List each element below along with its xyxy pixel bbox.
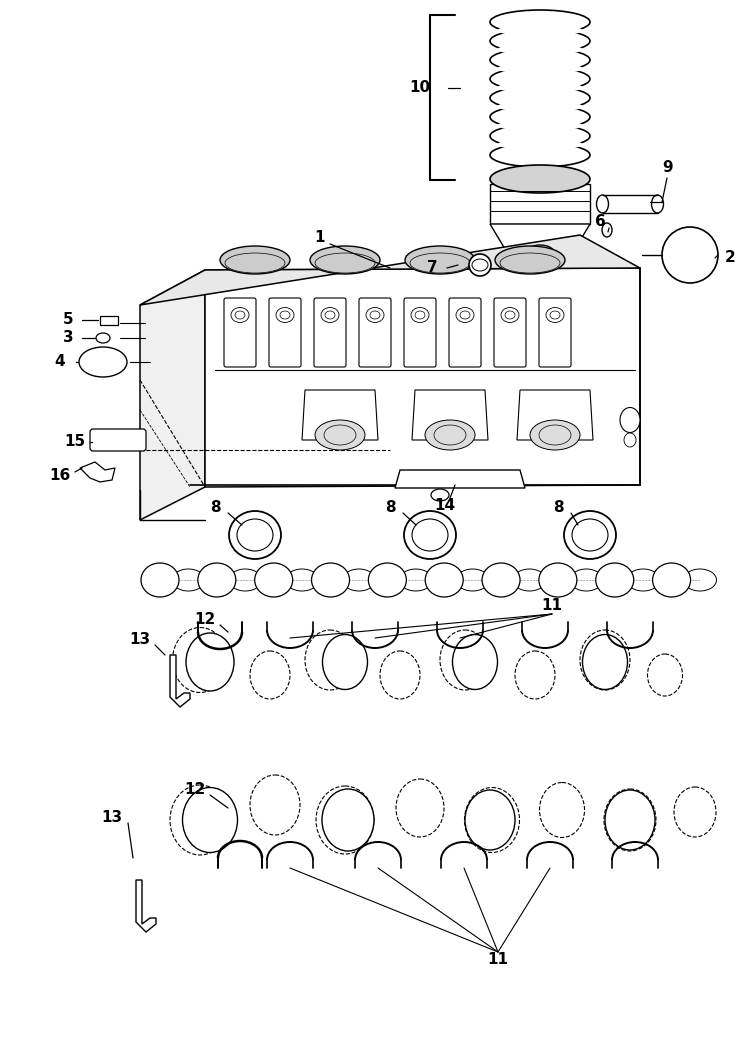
Ellipse shape	[310, 246, 380, 274]
FancyBboxPatch shape	[539, 298, 571, 368]
Ellipse shape	[497, 82, 583, 93]
Ellipse shape	[495, 246, 565, 274]
FancyBboxPatch shape	[494, 298, 526, 368]
Polygon shape	[395, 470, 525, 488]
Ellipse shape	[79, 346, 127, 377]
Ellipse shape	[624, 433, 636, 447]
Polygon shape	[136, 880, 156, 932]
Text: 1: 1	[315, 231, 326, 246]
Ellipse shape	[469, 254, 491, 276]
Text: 2: 2	[724, 251, 735, 266]
Polygon shape	[170, 655, 190, 707]
Ellipse shape	[96, 333, 110, 343]
Ellipse shape	[652, 195, 664, 213]
FancyBboxPatch shape	[90, 429, 146, 452]
FancyBboxPatch shape	[314, 298, 346, 368]
Text: 15: 15	[64, 435, 86, 449]
Ellipse shape	[497, 120, 583, 131]
Text: 5: 5	[63, 313, 74, 328]
Ellipse shape	[315, 420, 365, 450]
Ellipse shape	[452, 634, 497, 690]
Text: 10: 10	[410, 81, 430, 96]
Polygon shape	[302, 390, 378, 440]
Ellipse shape	[311, 563, 350, 597]
Text: 16: 16	[50, 467, 70, 483]
FancyBboxPatch shape	[359, 298, 391, 368]
Text: 8: 8	[553, 501, 563, 516]
Ellipse shape	[497, 101, 583, 112]
Ellipse shape	[220, 246, 290, 274]
Polygon shape	[80, 462, 115, 482]
Text: 7: 7	[427, 260, 437, 275]
Ellipse shape	[425, 563, 464, 597]
FancyBboxPatch shape	[224, 298, 256, 368]
Text: 8: 8	[385, 501, 395, 516]
Ellipse shape	[431, 489, 449, 501]
Polygon shape	[490, 224, 590, 254]
Text: 12: 12	[184, 782, 206, 798]
Ellipse shape	[596, 195, 608, 213]
Ellipse shape	[229, 511, 281, 559]
Text: 6: 6	[595, 214, 605, 230]
Ellipse shape	[583, 634, 628, 690]
Text: 11: 11	[542, 597, 562, 612]
Ellipse shape	[198, 563, 236, 597]
Ellipse shape	[465, 790, 515, 851]
Ellipse shape	[652, 563, 691, 597]
FancyBboxPatch shape	[404, 298, 436, 368]
FancyBboxPatch shape	[100, 316, 118, 326]
Ellipse shape	[405, 246, 475, 274]
Ellipse shape	[662, 227, 718, 284]
Text: 9: 9	[663, 161, 674, 175]
Ellipse shape	[186, 633, 234, 691]
Ellipse shape	[564, 511, 616, 559]
Text: 3: 3	[63, 331, 74, 345]
Text: 13: 13	[101, 811, 122, 825]
Ellipse shape	[497, 139, 583, 150]
Ellipse shape	[322, 634, 368, 690]
Text: 12: 12	[194, 612, 216, 628]
Ellipse shape	[490, 165, 590, 193]
Ellipse shape	[482, 563, 520, 597]
Text: 11: 11	[488, 952, 508, 967]
Text: 8: 8	[210, 501, 220, 516]
Ellipse shape	[530, 420, 580, 450]
Text: 4: 4	[55, 355, 65, 370]
Text: 14: 14	[434, 498, 455, 512]
Polygon shape	[140, 235, 640, 304]
Ellipse shape	[404, 511, 456, 559]
Ellipse shape	[497, 43, 583, 56]
Polygon shape	[517, 390, 593, 440]
Polygon shape	[490, 184, 590, 224]
Ellipse shape	[596, 563, 634, 597]
Ellipse shape	[141, 563, 179, 597]
Ellipse shape	[602, 223, 612, 237]
Ellipse shape	[425, 420, 475, 450]
Ellipse shape	[620, 407, 640, 433]
FancyBboxPatch shape	[449, 298, 481, 368]
Polygon shape	[412, 390, 488, 440]
FancyBboxPatch shape	[269, 298, 301, 368]
Ellipse shape	[539, 563, 577, 597]
Ellipse shape	[368, 563, 407, 597]
Text: 13: 13	[130, 632, 151, 648]
Ellipse shape	[605, 790, 655, 851]
Ellipse shape	[497, 62, 583, 75]
Ellipse shape	[497, 24, 583, 37]
Ellipse shape	[525, 245, 555, 262]
Ellipse shape	[255, 563, 292, 597]
Polygon shape	[140, 270, 205, 520]
Ellipse shape	[182, 788, 238, 853]
Ellipse shape	[322, 789, 374, 850]
Polygon shape	[205, 268, 640, 487]
